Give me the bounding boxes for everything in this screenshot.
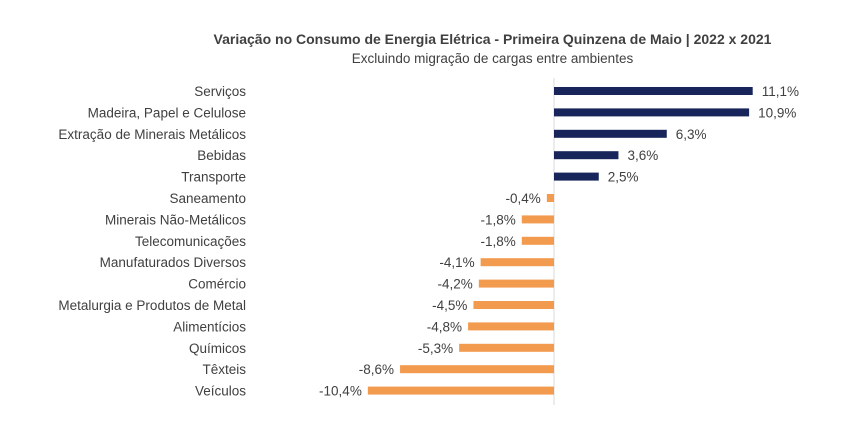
- bar: [554, 151, 619, 160]
- category-label: Serviços: [194, 84, 246, 99]
- data-label: -4,1%: [439, 255, 474, 270]
- category-label: Têxteis: [202, 362, 246, 377]
- data-label: 11,1%: [762, 84, 799, 99]
- category-label: Comércio: [188, 277, 246, 292]
- chart-title: Variação no Consumo de Energia Elétrica …: [213, 31, 772, 47]
- category-label: Manufaturados Diversos: [100, 255, 247, 270]
- bar: [480, 258, 554, 267]
- category-label: Transporte: [181, 170, 246, 185]
- bar: [554, 129, 667, 138]
- category-label: Alimentícios: [173, 319, 246, 334]
- bar: [521, 236, 554, 245]
- category-label: Veículos: [195, 384, 246, 399]
- data-label: -4,5%: [432, 298, 467, 313]
- bar: [459, 343, 554, 352]
- category-label: Extração de Minerais Metálicos: [58, 127, 246, 142]
- category-label: Saneamento: [169, 191, 246, 206]
- category-label: Telecomunicações: [135, 234, 246, 249]
- bar: [478, 279, 554, 288]
- bar: [554, 172, 599, 181]
- data-label: -0,4%: [506, 191, 541, 206]
- chart-subtitle: Excluindo migração de cargas entre ambie…: [351, 51, 634, 66]
- data-label: -4,2%: [438, 277, 473, 292]
- data-label: 2,5%: [608, 170, 639, 185]
- data-label: 6,3%: [676, 127, 707, 142]
- bar: [473, 301, 554, 309]
- category-label: Bebidas: [197, 148, 246, 163]
- bar: [554, 87, 753, 95]
- data-label: 3,6%: [627, 148, 658, 163]
- bar: [400, 365, 554, 374]
- data-label: -10,4%: [319, 384, 362, 399]
- category-label: Químicos: [189, 341, 246, 356]
- data-label: -1,8%: [480, 212, 515, 227]
- category-label: Minerais Não-Metálicos: [105, 212, 246, 227]
- data-label: 10,9%: [758, 105, 796, 120]
- bar: [546, 194, 554, 202]
- bar: [521, 215, 554, 224]
- bar: [468, 322, 554, 331]
- data-label: -8,6%: [359, 362, 394, 377]
- data-label: -1,8%: [480, 234, 515, 249]
- bar: [367, 386, 554, 395]
- data-label: -5,3%: [418, 341, 453, 356]
- bar: [554, 108, 750, 117]
- category-label: Metalurgia e Produtos de Metal: [58, 298, 246, 313]
- data-label: -4,8%: [427, 319, 462, 334]
- category-label: Madeira, Papel e Celulose: [88, 105, 246, 120]
